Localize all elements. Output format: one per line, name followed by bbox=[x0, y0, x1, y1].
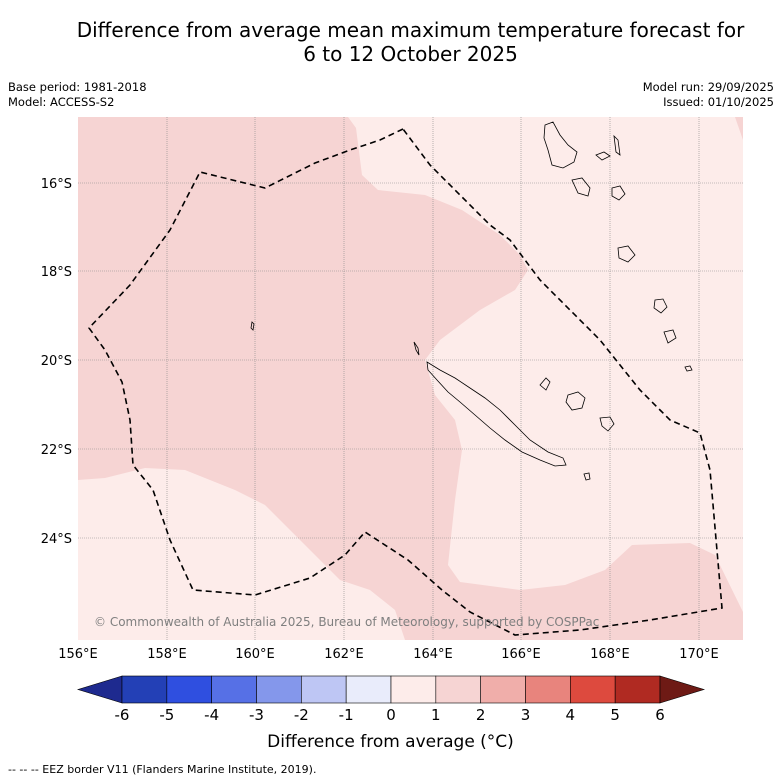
lon-label: 164°E bbox=[413, 647, 453, 662]
lat-label: 18°S bbox=[41, 265, 72, 280]
colorbar-swatch bbox=[256, 675, 302, 704]
colorbar-tick-label: -2 bbox=[293, 706, 309, 724]
colorbar-swatch bbox=[301, 675, 347, 704]
colorbar-swatch bbox=[435, 675, 481, 704]
pentecost bbox=[613, 134, 621, 156]
coastlines bbox=[250, 121, 693, 481]
colorbar-tick-label: 0 bbox=[386, 706, 396, 724]
lon-label: 160°E bbox=[235, 647, 275, 662]
colorbar-tick-label: 2 bbox=[475, 706, 486, 724]
hunter-island bbox=[684, 365, 693, 372]
ambae bbox=[595, 151, 611, 161]
colorbar-tick-label: -5 bbox=[159, 706, 175, 724]
lon-label: 166°E bbox=[501, 647, 541, 662]
lat-label: 16°S bbox=[41, 177, 72, 192]
model-name: Model: ACCESS-S2 bbox=[8, 95, 115, 109]
colorbar-swatch bbox=[525, 675, 571, 704]
colorbar-tick-label: -6 bbox=[114, 706, 130, 724]
longitude-labels: 156°E 158°E 160°E 162°E 164°E 166°E 168°… bbox=[58, 647, 719, 662]
colorbar-tick-label: 3 bbox=[520, 706, 531, 724]
lon-label: 158°E bbox=[147, 647, 187, 662]
colorbar-tick-label: 6 bbox=[655, 706, 665, 724]
latitude-labels: 16°S 18°S 20°S 22°S 24°S bbox=[41, 177, 72, 547]
colorbar-swatch bbox=[345, 675, 392, 704]
aneityum bbox=[663, 329, 677, 344]
lon-label: 168°E bbox=[590, 647, 630, 662]
new-caledonia-coast bbox=[426, 361, 567, 467]
colorbar-tick-label: -1 bbox=[338, 706, 354, 724]
anomaly-1-2-patch bbox=[735, 117, 743, 140]
lon-label: 162°E bbox=[324, 647, 364, 662]
espiritu-santo bbox=[543, 121, 578, 169]
meta-right: Model run: 29/09/2025 Issued: 01/10/2025 bbox=[643, 80, 774, 110]
colorbar-swatch bbox=[121, 675, 168, 704]
lon-label: 170°E bbox=[679, 647, 719, 662]
map-title: Difference from average mean maximum tem… bbox=[0, 18, 781, 66]
loyalty-islands-mare bbox=[599, 416, 615, 432]
colorbar-extend-high bbox=[659, 675, 706, 704]
map-area bbox=[78, 117, 743, 640]
colorbar-swatch bbox=[570, 675, 616, 704]
malekula bbox=[571, 177, 591, 197]
title-line-2: 6 to 12 October 2025 bbox=[303, 42, 518, 66]
copyright-notice: © Commonwealth of Australia 2025, Bureau… bbox=[94, 615, 599, 629]
erromango bbox=[617, 245, 636, 263]
colorbar-tick-label: 5 bbox=[610, 706, 620, 724]
colorbar-swatch bbox=[390, 675, 437, 704]
model-run: Model run: 29/09/2025 bbox=[642, 80, 774, 94]
lat-label: 20°S bbox=[41, 354, 72, 369]
colorbar-tick-label: 1 bbox=[431, 706, 441, 724]
colorbar-swatch bbox=[480, 675, 526, 704]
meta-left: Base period: 1981-2018 Model: ACCESS-S2 bbox=[8, 80, 147, 110]
graticule bbox=[78, 117, 743, 640]
colorbar-label: Difference from average (°C) bbox=[267, 732, 514, 752]
eez-border bbox=[87, 127, 723, 636]
chesterfield-reef bbox=[250, 321, 255, 331]
colorbar-tick-label: -3 bbox=[249, 706, 264, 724]
base-period: Base period: 1981-2018 bbox=[8, 80, 147, 94]
efate bbox=[611, 185, 626, 201]
lat-label: 24°S bbox=[41, 532, 72, 547]
eez-legend-note: -- -- -- EEZ border V11 (Flanders Marine… bbox=[8, 763, 317, 776]
colorbar bbox=[76, 675, 706, 704]
loyalty-islands-ouvea bbox=[539, 377, 551, 391]
tanna bbox=[653, 298, 668, 314]
colorbar-tick-label: -4 bbox=[204, 706, 220, 724]
lon-label: 156°E bbox=[58, 647, 98, 662]
lat-label: 22°S bbox=[41, 443, 72, 458]
isle-of-pines bbox=[583, 472, 591, 481]
loyalty-islands-lifou bbox=[565, 391, 586, 411]
colorbar-extend-low bbox=[76, 675, 123, 704]
belep-islands bbox=[413, 341, 420, 356]
colorbar-swatch bbox=[614, 675, 661, 704]
anomaly-1-2-region bbox=[78, 117, 743, 640]
title-line-1: Difference from average mean maximum tem… bbox=[76, 18, 745, 42]
colorbar-swatch bbox=[166, 675, 212, 704]
colorbar-tick-label: 4 bbox=[565, 706, 576, 724]
issued-date: Issued: 01/10/2025 bbox=[663, 95, 774, 109]
colorbar-swatch bbox=[211, 675, 257, 704]
